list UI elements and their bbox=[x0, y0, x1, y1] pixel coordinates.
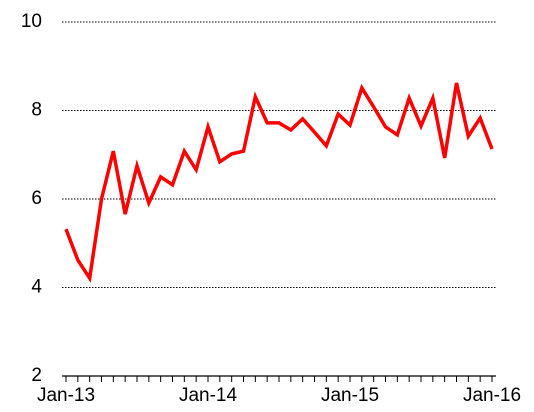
line bbox=[64, 82, 494, 284]
x-tick-label: Jan-13 bbox=[37, 385, 95, 406]
x-tick-label: Jan-15 bbox=[321, 385, 379, 406]
y-tick-label: 2 bbox=[31, 365, 42, 386]
y-tick-label: 8 bbox=[31, 100, 42, 121]
y-tick-label: 6 bbox=[31, 188, 42, 209]
x-tick-label: Jan-14 bbox=[179, 385, 238, 406]
y-tick-label: 10 bbox=[21, 11, 42, 32]
x-tick-label: Jan-16 bbox=[463, 385, 521, 406]
y-tick-label: 4 bbox=[31, 277, 42, 298]
